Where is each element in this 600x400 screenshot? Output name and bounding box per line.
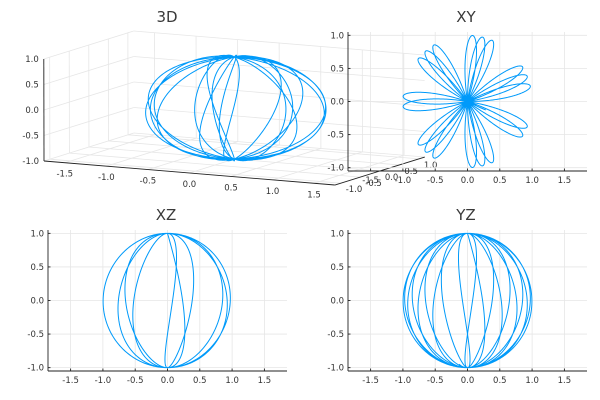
backwall-z-gridline bbox=[133, 132, 425, 158]
panel-3d-title: 3D bbox=[156, 8, 177, 26]
backwall-z-gridline bbox=[133, 81, 425, 107]
x-tick-label: -1.0 bbox=[395, 176, 412, 186]
x-tick-label: 0.5 bbox=[493, 376, 507, 386]
series-line-3d bbox=[145, 54, 327, 162]
x-tick-label: 1.5 bbox=[558, 376, 572, 386]
x-tick-label: 1.5 bbox=[558, 176, 572, 186]
y-tick-label: 0.0 bbox=[30, 297, 44, 307]
x-tick-label: -1.5 bbox=[362, 376, 379, 386]
x-tick-label-3d: -1.0 bbox=[98, 173, 115, 183]
x-axis-3d bbox=[43, 160, 335, 186]
sidewall-z-gridline bbox=[43, 30, 134, 60]
y-tick-label: -1.0 bbox=[327, 164, 344, 174]
series-line-xy bbox=[402, 35, 531, 168]
z-tick-label-3d: -0.5 bbox=[22, 132, 39, 142]
y-tick-label: -0.5 bbox=[27, 330, 44, 340]
panel-yz: YZ -1.5 -1.0 -0.5 0.0 0.5 1.0 1.5 -1.0 -0.5 0.0 0.… bbox=[327, 206, 587, 386]
y-tick-label-3d: 0.0 bbox=[385, 173, 399, 183]
x-tick-label: 1.0 bbox=[225, 376, 239, 386]
z-tick-label-3d: 0.5 bbox=[25, 81, 39, 91]
series-line-yz bbox=[402, 232, 533, 369]
x-tick-label: -0.5 bbox=[427, 176, 444, 186]
panel-yz-title: YZ bbox=[455, 206, 475, 224]
sidewall-z-gridline bbox=[43, 107, 134, 136]
z-tick-label-3d: 0.0 bbox=[25, 106, 39, 116]
x-tick-label-3d: -0.5 bbox=[140, 177, 157, 187]
y-tick-label-3d: -1.0 bbox=[346, 185, 363, 195]
y-tick-label: 0.5 bbox=[330, 263, 344, 273]
x-tick-label-3d: -1.5 bbox=[56, 170, 73, 180]
x-tick-label: -1.0 bbox=[95, 376, 112, 386]
floor-y-gridline bbox=[108, 140, 400, 166]
x-tick-label-3d: 0.0 bbox=[183, 180, 197, 190]
panel-xz: XZ -1.5 -1.0 -0.5 0.0 0.5 1.0 1.5 -1.0 -0.5 0.0 0.… bbox=[27, 206, 287, 386]
y-tick-label: -1.0 bbox=[27, 364, 44, 374]
x-tick-label: -1.5 bbox=[62, 376, 79, 386]
x-tick-label: 0.0 bbox=[461, 176, 475, 186]
panel-xy-title: XY bbox=[456, 8, 476, 26]
backwall-z-gridline bbox=[133, 107, 425, 132]
x-tick-label: 0.5 bbox=[493, 176, 507, 186]
x-tick-label: 0.0 bbox=[461, 376, 475, 386]
x-tick-label-3d: 1.5 bbox=[307, 190, 321, 200]
x-tick-label: -0.5 bbox=[427, 376, 444, 386]
x-tick-label: -1.0 bbox=[395, 376, 412, 386]
y-tick-label: 0.0 bbox=[330, 297, 344, 307]
x-tick-label: -0.5 bbox=[127, 376, 144, 386]
z-tick-label-3d: -1.0 bbox=[22, 157, 39, 167]
panel-xy: XY -1.5 -1.0 -0.5 0.0 0.5 1.0 1.5-1.0-0.50.00.… bbox=[327, 8, 587, 186]
y-tick-label: 1.0 bbox=[30, 229, 44, 239]
y-tick-label-3d: 1.0 bbox=[424, 161, 438, 171]
panel-3d: 3D -1.5 -1.0 -0.5 0.0 0.5 1.0 1.5-1.0-0.50.00.… bbox=[22, 8, 437, 200]
sidewall-z-gridline bbox=[43, 132, 135, 162]
x-tick-label: 1.0 bbox=[525, 176, 539, 186]
floor-y-gridline bbox=[49, 158, 341, 184]
y-tick-label: 0.5 bbox=[330, 64, 344, 74]
y-tick-label: -0.5 bbox=[327, 330, 344, 340]
x-tick-label-3d: 1.0 bbox=[266, 187, 280, 197]
floor-y-gridline bbox=[69, 152, 361, 178]
y-tick-label: 1.0 bbox=[330, 229, 344, 239]
x-tick-label: 1.0 bbox=[525, 376, 539, 386]
backwall-z-gridline bbox=[133, 30, 425, 56]
sidewall-z-gridline bbox=[43, 56, 134, 85]
x-tick-label: 0.5 bbox=[193, 376, 207, 386]
z-tick-label-3d: 1.0 bbox=[25, 55, 39, 65]
y-tick-label-3d: 0.5 bbox=[404, 167, 418, 177]
x-tick-label: 1.5 bbox=[258, 376, 272, 386]
backwall-z-gridline bbox=[133, 56, 425, 81]
x-tick-label: 0.0 bbox=[161, 376, 175, 386]
y-tick-label: 1.0 bbox=[330, 31, 344, 41]
panel-xz-title: XZ bbox=[156, 206, 177, 224]
y-tick-label: -0.5 bbox=[327, 131, 344, 141]
y-tick-label-3d: -0.5 bbox=[365, 179, 382, 189]
series-line-xz bbox=[102, 232, 231, 369]
y-tick-label: 0.5 bbox=[30, 263, 44, 273]
y-tick-label: -1.0 bbox=[327, 364, 344, 374]
x-tick-label-3d: 0.5 bbox=[224, 183, 238, 193]
y-tick-label: 0.0 bbox=[330, 98, 344, 108]
sidewall-z-gridline bbox=[43, 81, 134, 111]
x-tick-label: -1.5 bbox=[362, 176, 379, 186]
